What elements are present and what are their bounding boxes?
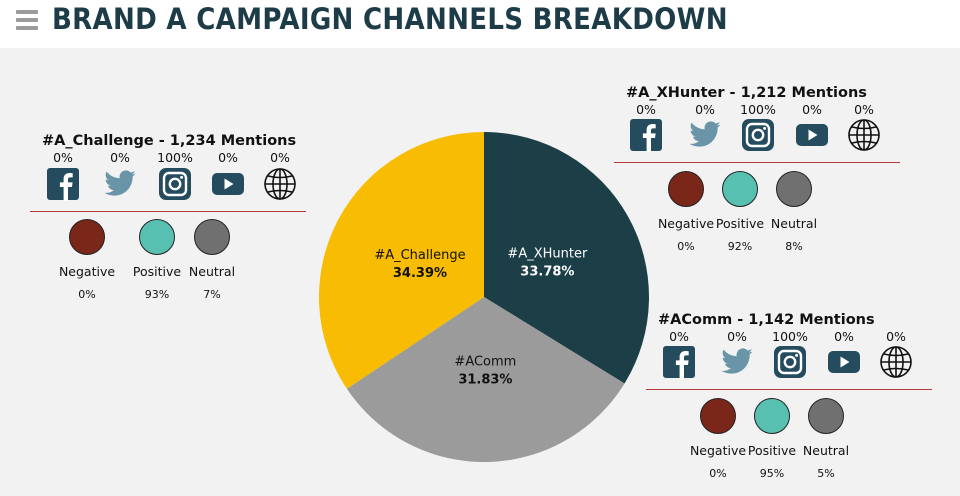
slice-name-label: #AComm	[454, 355, 516, 370]
instagram-icon[interactable]	[773, 345, 807, 379]
pie-slice	[346, 297, 625, 462]
facebook-icon[interactable]	[662, 345, 696, 379]
facebook-icon[interactable]	[629, 118, 663, 152]
channel-percent: 0%	[854, 102, 874, 117]
positive-percent: 95%	[759, 467, 785, 480]
negative-label: Negative	[657, 216, 715, 231]
negative-label: Negative	[689, 443, 747, 458]
positive-label: Positive	[715, 216, 765, 231]
youtube-icon[interactable]	[795, 118, 829, 152]
slice-name-label: #A_Challenge	[374, 248, 465, 263]
channel-percent: 100%	[740, 102, 776, 117]
globe-icon[interactable]	[263, 167, 297, 201]
panel-title: #AComm - 1,142 Mentions	[658, 312, 875, 328]
negative-label: Negative	[58, 264, 116, 279]
instagram-icon[interactable]	[158, 167, 192, 201]
channel-percent: 0%	[802, 102, 822, 117]
channel-percent: 100%	[157, 150, 193, 165]
slice-value-label: 33.78%	[520, 265, 574, 280]
youtube-icon[interactable]	[827, 345, 861, 379]
channel-percent: 0%	[110, 150, 130, 165]
channel-percent: 0%	[695, 102, 715, 117]
youtube-icon[interactable]	[211, 167, 245, 201]
positive-label: Positive	[747, 443, 797, 458]
negative-percent: 0%	[78, 288, 96, 301]
positive-percent: 92%	[727, 240, 753, 253]
twitter-icon[interactable]	[688, 118, 722, 152]
panel-title: #A_XHunter - 1,212 Mentions	[626, 85, 867, 101]
slice-value-label: 34.39%	[393, 266, 447, 281]
pie-slice	[484, 132, 649, 384]
globe-icon[interactable]	[879, 345, 913, 379]
positive-percent: 93%	[144, 288, 170, 301]
neutral-percent: 5%	[817, 467, 835, 480]
channel-percent: 100%	[772, 329, 808, 344]
channel-percent: 0%	[636, 102, 656, 117]
positive-label: Positive	[132, 264, 182, 279]
neutral-dot	[776, 171, 812, 207]
neutral-dot	[808, 398, 844, 434]
channel-percent: 0%	[834, 329, 854, 344]
neutral-label: Neutral	[188, 264, 236, 279]
positive-dot	[722, 171, 758, 207]
neutral-dot	[194, 219, 230, 255]
slice-name-label: #A_XHunter	[507, 247, 588, 262]
neutral-label: Neutral	[802, 443, 850, 458]
twitter-icon[interactable]	[103, 167, 137, 201]
pie-slice	[319, 132, 484, 389]
twitter-icon[interactable]	[720, 345, 754, 379]
negative-dot	[668, 171, 704, 207]
globe-icon[interactable]	[847, 118, 881, 152]
menu-icon[interactable]	[16, 10, 38, 30]
neutral-label: Neutral	[770, 216, 818, 231]
divider	[30, 211, 306, 212]
negative-dot	[69, 219, 105, 255]
neutral-percent: 8%	[785, 240, 803, 253]
channel-percent: 0%	[669, 329, 689, 344]
panel-title: #A_Challenge - 1,234 Mentions	[42, 133, 297, 149]
facebook-icon[interactable]	[46, 167, 80, 201]
header-bar: BRAND A CAMPAIGN CHANNELS BREAKDOWN	[0, 0, 960, 48]
channel-percent: 0%	[886, 329, 906, 344]
page-title: BRAND A CAMPAIGN CHANNELS BREAKDOWN	[52, 2, 728, 36]
channel-percent: 0%	[53, 150, 73, 165]
slice-value-label: 31.83%	[458, 373, 512, 388]
neutral-percent: 7%	[203, 288, 221, 301]
divider	[614, 162, 900, 163]
negative-percent: 0%	[677, 240, 695, 253]
divider	[646, 389, 932, 390]
channel-percent: 0%	[218, 150, 238, 165]
instagram-icon[interactable]	[741, 118, 775, 152]
channel-percent: 0%	[270, 150, 290, 165]
negative-dot	[700, 398, 736, 434]
negative-percent: 0%	[709, 467, 727, 480]
positive-dot	[754, 398, 790, 434]
channel-percent: 0%	[727, 329, 747, 344]
positive-dot	[139, 219, 175, 255]
